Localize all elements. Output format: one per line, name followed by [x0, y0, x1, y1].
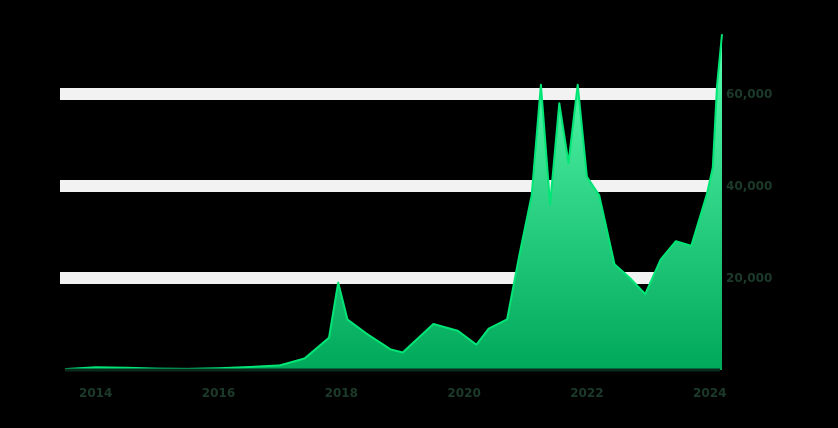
- y-tick-label: 20,000: [726, 271, 772, 285]
- y-tick-label: 60,000: [726, 87, 772, 101]
- x-tick-label: 2014: [79, 386, 112, 400]
- price-area: [64, 34, 723, 371]
- x-tick-label: 2022: [570, 386, 603, 400]
- grid-lines: [60, 88, 722, 284]
- x-axis-ticks: 2014 2016 2018 2020 2022 2024: [79, 386, 726, 400]
- x-tick-label: 2018: [325, 386, 358, 400]
- x-tick-label: 2016: [202, 386, 235, 400]
- x-tick-label: 2024: [693, 386, 726, 400]
- grid-line-3: [60, 88, 722, 100]
- price-line: [64, 34, 723, 371]
- price-area-fill: [65, 34, 722, 370]
- grid-line-2: [60, 180, 722, 192]
- x-tick-label: 2020: [447, 386, 480, 400]
- y-axis-ticks: 20,000 40,000 60,000: [726, 87, 772, 285]
- y-tick-label: 40,000: [726, 179, 772, 193]
